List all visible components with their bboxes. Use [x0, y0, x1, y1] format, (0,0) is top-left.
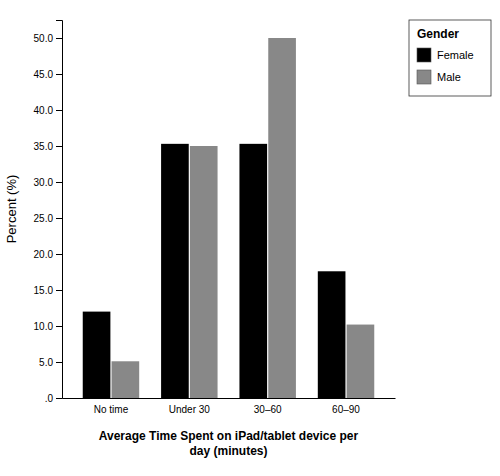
- bar: [161, 144, 189, 398]
- y-tick-label: 15.0: [34, 285, 54, 296]
- bar: [268, 38, 296, 398]
- y-tick-mark: [56, 182, 62, 183]
- y-axis: .0 5.0 10.0 15.0 20.0 25.0 30.0 35.0 40.0 45.0 50.…: [34, 21, 63, 404]
- bar: [347, 325, 375, 398]
- y-tick-mark: [56, 362, 62, 363]
- x-axis-line: [63, 398, 396, 399]
- bar-series: [112, 38, 375, 398]
- legend-label: Male: [437, 71, 461, 83]
- y-tick-mark: [56, 326, 62, 327]
- y-tick-label: 50.0: [34, 33, 54, 44]
- y-tick-label: 40.0: [34, 105, 54, 116]
- y-tick-mark: [56, 218, 62, 219]
- y-tick: 5.0: [39, 357, 62, 368]
- y-tick: 45.0: [34, 69, 62, 80]
- x-axis: No time Under 30 30–60 60–90: [63, 399, 396, 416]
- y-tick-label: .0: [45, 393, 54, 404]
- y-tick-label: 35.0: [34, 141, 54, 152]
- y-tick: 30.0: [34, 177, 62, 188]
- chart: .0 5.0 10.0 15.0 20.0 25.0 30.0 35.0 40.0 45.0 50.…: [0, 0, 500, 476]
- legend-swatch: [417, 48, 431, 62]
- x-tick-label: 60–90: [332, 404, 360, 415]
- legend: Gender Female Male: [409, 20, 491, 96]
- y-tick: 15.0: [34, 285, 62, 296]
- y-tick-mark: [56, 38, 62, 39]
- y-axis-title: Percent (%): [4, 175, 19, 244]
- y-tick: .0: [45, 393, 62, 404]
- y-tick: 35.0: [34, 141, 62, 152]
- legend-swatch: [417, 70, 431, 84]
- y-tick-mark: [56, 398, 62, 399]
- y-tick-mark: [56, 110, 62, 111]
- y-tick-label: 20.0: [34, 249, 54, 260]
- x-tick-label: 30–60: [254, 404, 282, 415]
- bar-series: [83, 144, 346, 398]
- y-tick-mark: [56, 74, 62, 75]
- legend-frame: [409, 20, 491, 96]
- legend-label: Female: [437, 49, 474, 61]
- bar: [239, 144, 267, 398]
- y-tick: 10.0: [34, 321, 62, 332]
- bar: [318, 271, 346, 398]
- y-tick-label: 10.0: [34, 321, 54, 332]
- legend-title: Gender: [417, 27, 459, 41]
- x-tick-label: No time: [94, 404, 129, 415]
- bar: [83, 312, 111, 398]
- bars: [83, 38, 375, 398]
- y-tick-mark: [56, 146, 62, 147]
- x-tick: Under 30: [169, 404, 211, 415]
- plot: .0 5.0 10.0 15.0 20.0 25.0 30.0 35.0 40.0 45.0 50.…: [4, 21, 396, 459]
- x-axis-title: Average Time Spent on iPad/tablet device…: [99, 429, 359, 458]
- y-tick: 25.0: [34, 213, 62, 224]
- y-tick-label: 30.0: [34, 177, 54, 188]
- x-tick: 60–90: [332, 404, 360, 415]
- x-tick: No time: [94, 404, 129, 415]
- bar: [190, 146, 218, 398]
- y-tick-mark: [56, 290, 62, 291]
- y-tick-label: 25.0: [34, 213, 54, 224]
- x-tick-label: Under 30: [169, 404, 211, 415]
- y-tick: 50.0: [34, 33, 62, 44]
- y-tick: 40.0: [34, 105, 62, 116]
- y-tick-label: 45.0: [34, 69, 54, 80]
- bar: [112, 361, 140, 398]
- y-tick: 20.0: [34, 249, 62, 260]
- y-tick-mark: [56, 254, 62, 255]
- y-axis-line: [56, 21, 63, 399]
- x-tick: 30–60: [254, 404, 282, 415]
- y-tick-label: 5.0: [39, 357, 53, 368]
